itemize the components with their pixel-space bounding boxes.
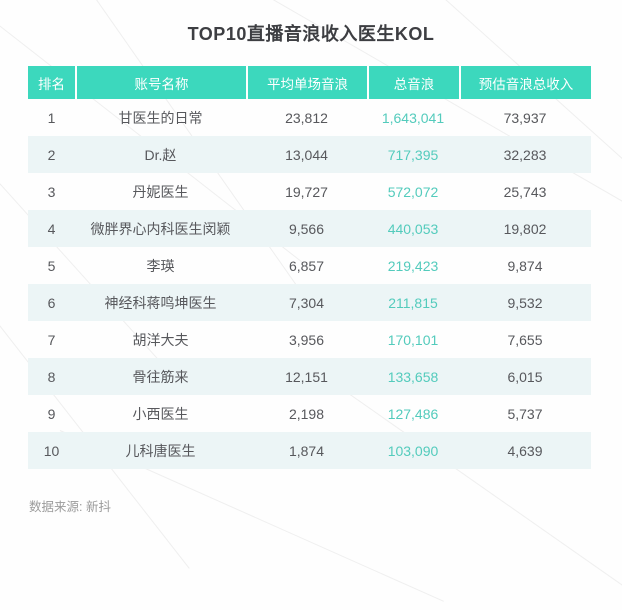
cell-avg: 7,304: [288, 294, 325, 311]
cell-total: 133,658: [387, 368, 439, 385]
cell-income: 4,639: [507, 442, 543, 459]
table-row: 9 小西医生 2,198 127,486 5,737: [28, 395, 591, 432]
column-header-income: 预估音浪总收入: [459, 66, 591, 99]
cell-income: 25,743: [503, 183, 547, 200]
cell-avg: 19,727: [285, 183, 328, 200]
cell-name: 微胖界心内科医生闵颖: [90, 220, 231, 237]
cell-rank: 2: [47, 146, 56, 163]
cell-name: 神经科蒋鸣坤医生: [104, 294, 217, 311]
cell-total: 170,101: [387, 331, 439, 348]
cell-total: 127,486: [387, 405, 439, 422]
cell-total: 1,643,041: [381, 109, 445, 126]
table-row: 2 Dr.赵 13,044 717,395 32,283: [28, 136, 591, 173]
cell-income: 5,737: [507, 405, 543, 422]
column-header-name: 账号名称: [75, 66, 246, 99]
table-row: 1 甘医生的日常 23,812 1,643,041 73,937: [28, 99, 591, 136]
cell-name: 丹妮医生: [132, 183, 189, 200]
cell-income: 7,655: [507, 331, 543, 348]
cell-avg: 13,044: [285, 146, 328, 163]
cell-rank: 1: [47, 109, 56, 126]
table-row: 3 丹妮医生 19,727 572,072 25,743: [28, 173, 591, 210]
cell-name: Dr.赵: [144, 146, 177, 163]
column-header-total: 总音浪: [367, 66, 459, 99]
table-body: 1 甘医生的日常 23,812 1,643,041 73,937 2 Dr.赵 13,044 7…: [28, 99, 591, 469]
cell-rank: 8: [47, 368, 56, 385]
data-source-note: 数据来源: 新抖: [29, 500, 111, 514]
cell-income: 9,532: [507, 294, 543, 311]
table-row: 6 神经科蒋鸣坤医生 7,304 211,815 9,532: [28, 284, 591, 321]
cell-avg: 6,857: [288, 257, 325, 274]
cell-total: 572,072: [387, 183, 439, 200]
cell-name: 李瑛: [146, 257, 175, 274]
cell-income: 32,283: [503, 146, 547, 163]
cell-total: 440,053: [387, 220, 439, 237]
kol-ranking-table: 排名 账号名称 平均单场音浪 总音浪 预估音浪总收入 1 甘医生的日常 23,812 1,64…: [28, 66, 591, 469]
cell-total: 717,395: [387, 146, 439, 163]
cell-rank: 5: [47, 257, 56, 274]
column-header-avg: 平均单场音浪: [246, 66, 367, 99]
cell-total: 219,423: [387, 257, 439, 274]
cell-rank: 3: [47, 183, 56, 200]
table-header-row: 排名 账号名称 平均单场音浪 总音浪 预估音浪总收入: [28, 66, 591, 99]
cell-name: 胡洋大夫: [132, 331, 189, 348]
cell-avg: 1,874: [288, 442, 325, 459]
cell-rank: 6: [47, 294, 56, 311]
cell-avg: 3,956: [288, 331, 325, 348]
cell-avg: 23,812: [285, 109, 328, 126]
table-row: 7 胡洋大夫 3,956 170,101 7,655: [28, 321, 591, 358]
cell-name: 甘医生的日常: [118, 109, 203, 126]
table-row: 5 李瑛 6,857 219,423 9,874: [28, 247, 591, 284]
cell-name: 骨往筋来: [132, 368, 189, 385]
cell-income: 19,802: [503, 220, 547, 237]
cell-rank: 10: [43, 442, 60, 459]
cell-name: 儿科唐医生: [125, 442, 196, 459]
cell-income: 73,937: [503, 109, 547, 126]
cell-total: 211,815: [388, 294, 438, 311]
column-header-rank: 排名: [38, 76, 65, 92]
cell-name: 小西医生: [132, 405, 189, 422]
cell-income: 9,874: [507, 257, 543, 274]
table-row: 8 骨往筋来 12,151 133,658 6,015: [28, 358, 591, 395]
cell-rank: 4: [47, 220, 56, 237]
table-row: 4 微胖界心内科医生闵颖 9,566 440,053 19,802: [28, 210, 591, 247]
table-row: 10 儿科唐医生 1,874 103,090 4,639: [28, 432, 591, 469]
cell-rank: 9: [47, 405, 56, 422]
cell-income: 6,015: [507, 368, 543, 385]
cell-avg: 9,566: [288, 220, 325, 237]
page-title: TOP10直播音浪收入医生KOL: [187, 24, 435, 44]
cell-avg: 2,198: [288, 405, 325, 422]
cell-total: 103,090: [387, 442, 439, 459]
cell-rank: 7: [47, 331, 56, 348]
cell-avg: 12,151: [285, 368, 328, 385]
